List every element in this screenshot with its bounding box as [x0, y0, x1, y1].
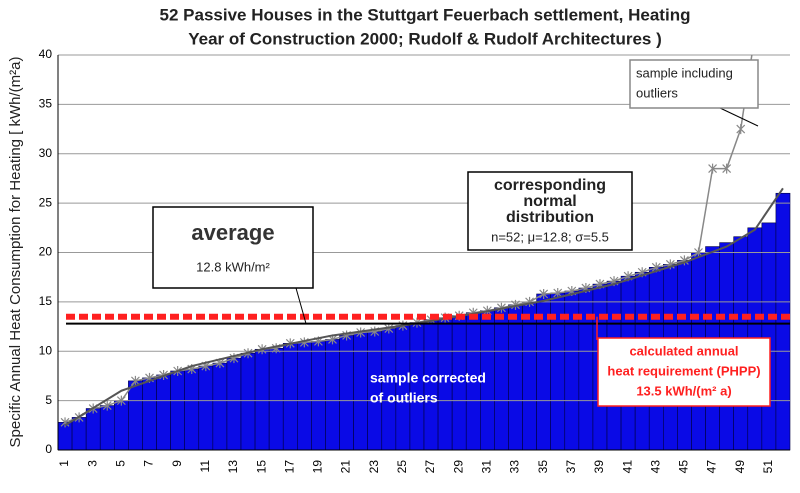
bar [311, 341, 326, 451]
x-tick-label: 33 [508, 460, 522, 474]
bar [198, 365, 214, 451]
y-tick-label: 35 [39, 97, 53, 111]
bar [212, 362, 228, 451]
x-tick-label: 35 [536, 460, 550, 474]
corrected-label: of outliers [370, 390, 438, 406]
y-tick-label: 20 [39, 245, 53, 259]
y-tick-label: 5 [45, 393, 52, 407]
x-tick-label: 31 [480, 460, 494, 474]
bar [114, 400, 129, 451]
x-tick-label: 11 [198, 460, 212, 473]
chart-title: 52 Passive Houses in the Stuttgart Feuer… [160, 5, 691, 24]
outlier-label: sample including [636, 65, 733, 80]
outlier-marker [708, 163, 718, 174]
x-tick-label: 15 [254, 460, 268, 474]
x-tick-label: 13 [226, 460, 240, 474]
bar [409, 322, 425, 451]
y-axis-label: Specific Annual Heat Consumption for Hea… [7, 56, 24, 447]
bar [85, 408, 101, 451]
x-tick-label: 5 [114, 460, 128, 467]
x-tick-label: 39 [592, 460, 606, 474]
outlier-marker [130, 375, 140, 386]
y-tick-label: 30 [39, 146, 53, 160]
bar [142, 377, 157, 451]
x-tick-label: 19 [311, 460, 325, 474]
chart-title: Year of Construction 2000; Rudolf & Rudo… [188, 29, 662, 48]
corrected-label: sample corrected [370, 370, 486, 386]
x-tick-label: 21 [339, 460, 353, 474]
average-pointer [295, 287, 307, 324]
normal-label: normal [523, 193, 576, 210]
requirement-box [597, 337, 771, 407]
x-tick-label: 37 [564, 460, 578, 474]
bar [128, 380, 143, 451]
outlier-marker [116, 395, 126, 406]
x-tick-label: 9 [170, 460, 184, 467]
x-tick-label: 45 [677, 460, 691, 474]
x-tick-label: 51 [761, 460, 775, 474]
bar [775, 192, 791, 451]
requirement-label: 13.5 kWh/(m² a) [636, 383, 731, 398]
x-tick-label: 49 [733, 460, 747, 474]
outlier-marker [736, 124, 746, 135]
bar [297, 342, 312, 451]
bar [268, 347, 284, 451]
outlier-label: outliers [636, 85, 678, 100]
normal-stats: n=52; μ=12.8; σ=5.5 [491, 229, 609, 244]
normal-label: corresponding [494, 177, 606, 194]
bar [156, 374, 171, 451]
bar [226, 357, 242, 451]
y-tick-label: 10 [39, 343, 53, 357]
bar [508, 304, 523, 451]
outlier-marker [102, 400, 112, 411]
normal-box [467, 171, 633, 251]
x-tick-label: 41 [620, 460, 634, 474]
y-tick-label: 0 [45, 442, 52, 456]
bar [395, 325, 411, 451]
x-tick-label: 29 [451, 460, 465, 474]
requirement-label: calculated annual [629, 343, 738, 358]
requirement-label: heat requirement (PHPP) [607, 363, 760, 378]
x-tick-label: 47 [705, 460, 719, 474]
bar [494, 307, 509, 451]
normal-label: distribution [506, 209, 594, 226]
outlier-marker [553, 287, 563, 298]
y-tick-label: 25 [39, 195, 53, 209]
outlier-marker [722, 163, 732, 174]
x-tick-label: 7 [142, 460, 156, 467]
bar [353, 332, 368, 451]
x-tick-label: 1 [57, 460, 71, 467]
x-tick-label: 27 [423, 460, 437, 474]
y-tick-label: 40 [39, 47, 53, 61]
bar [761, 222, 777, 451]
bar [170, 370, 185, 451]
outlier-marker [751, 30, 759, 40]
y-tick-label: 15 [39, 294, 53, 308]
x-tick-label: 23 [367, 460, 381, 474]
bar [240, 352, 256, 451]
bar [99, 405, 115, 451]
average-title: average [191, 220, 274, 245]
outlier-pointer [719, 107, 759, 127]
bar [339, 335, 354, 451]
outlier-box [629, 59, 759, 109]
bar [325, 339, 340, 451]
outlier-marker [60, 417, 70, 428]
bar [184, 368, 200, 451]
x-tick-label: 3 [85, 460, 99, 467]
average-label: 12.8 kWh/m² [196, 259, 270, 274]
bar [578, 287, 594, 451]
average-box [152, 206, 314, 289]
outlier-marker [539, 288, 549, 299]
bar [282, 343, 298, 451]
x-tick-label: 43 [648, 460, 662, 474]
bar [254, 348, 270, 451]
x-tick-label: 17 [282, 460, 296, 474]
x-tick-label: 25 [395, 460, 409, 474]
